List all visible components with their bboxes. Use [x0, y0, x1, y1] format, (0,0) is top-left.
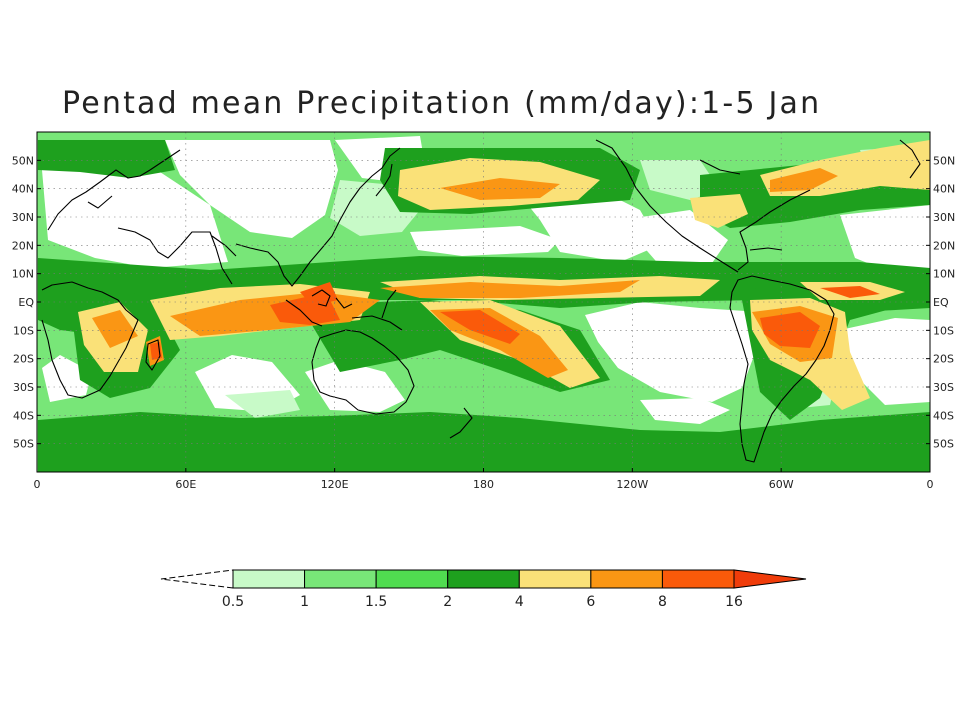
lat-label-right: EQ — [933, 296, 949, 309]
lat-label-left: 20N — [12, 239, 34, 252]
colorbar-bin — [375, 569, 449, 589]
latitude-labels: 50N 50N 40N 40N 30N 30N 20N 20N 10N 10N EQ EQ 10S 10S… — [12, 154, 955, 450]
lat-label-left: 50S — [13, 438, 34, 451]
colorbar-bin — [447, 569, 520, 589]
colorbar-label: 2 — [443, 594, 452, 610]
red-regions — [150, 282, 880, 360]
lat-label-left: 40N — [12, 183, 34, 196]
lat-label-left: EQ — [18, 296, 34, 309]
colorbar-bin — [304, 569, 377, 589]
coastlines — [41, 139, 921, 463]
colorbar-label: 6 — [586, 594, 595, 610]
colorbar-over-triangle — [733, 569, 807, 589]
lon-label: 60E — [175, 478, 196, 491]
colorbar-label: 1 — [300, 594, 309, 610]
lat-label-right: 20S — [933, 353, 954, 366]
page-title: Pentad mean Precipitation (mm/day):1-5 J… — [62, 86, 822, 121]
colorbar-bins — [232, 569, 735, 589]
colorbar-bin — [518, 569, 592, 589]
colorbar-label: 1.5 — [365, 594, 387, 610]
lon-label: 60W — [769, 478, 794, 491]
lat-label-left: 20S — [13, 353, 34, 366]
lat-label-left: 30S — [13, 381, 34, 394]
lat-label-left: 10N — [12, 268, 34, 281]
colorbar-bin — [590, 569, 663, 589]
lat-label-right: 50S — [933, 438, 954, 451]
colorbar-label: 8 — [658, 594, 667, 610]
colorbar-label: 4 — [515, 594, 524, 610]
colorbar: 0.5 1 1.5 2 4 6 8 16 — [160, 569, 807, 610]
colorbar-under-triangle — [160, 569, 234, 589]
orange-regions — [92, 168, 838, 378]
colorbar-label: 0.5 — [222, 594, 244, 610]
map-panel — [37, 132, 930, 472]
lat-label-right: 30N — [933, 211, 955, 224]
colorbar-bin — [661, 569, 735, 589]
colorbar-bin — [232, 569, 306, 589]
lat-label-right: 10S — [933, 324, 954, 337]
lat-label-left: 30N — [12, 211, 34, 224]
lat-label-right: 10N — [933, 268, 955, 281]
lat-label-left: 40S — [13, 409, 34, 422]
lat-label-left: 10S — [13, 324, 34, 337]
lat-label-right: 50N — [933, 154, 955, 167]
colorbar-label: 16 — [725, 594, 743, 610]
lon-label: 120E — [321, 478, 349, 491]
longitude-labels: 0 60E 120E 180 120W 60W 0 — [34, 468, 934, 491]
lon-label: 120W — [616, 478, 648, 491]
lat-label-right: 20N — [933, 239, 955, 252]
lat-label-right: 40N — [933, 183, 955, 196]
colorbar-labels: 0.5 1 1.5 2 4 6 8 16 — [222, 594, 743, 610]
lon-label: 0 — [34, 478, 41, 491]
precipitation-field — [38, 136, 930, 472]
lat-label-left: 50N — [12, 154, 34, 167]
grid-lines — [37, 132, 930, 472]
lat-label-right: 40S — [933, 409, 954, 422]
lat-label-right: 30S — [933, 381, 954, 394]
lon-label: 180 — [473, 478, 494, 491]
lon-label: 0 — [927, 478, 934, 491]
